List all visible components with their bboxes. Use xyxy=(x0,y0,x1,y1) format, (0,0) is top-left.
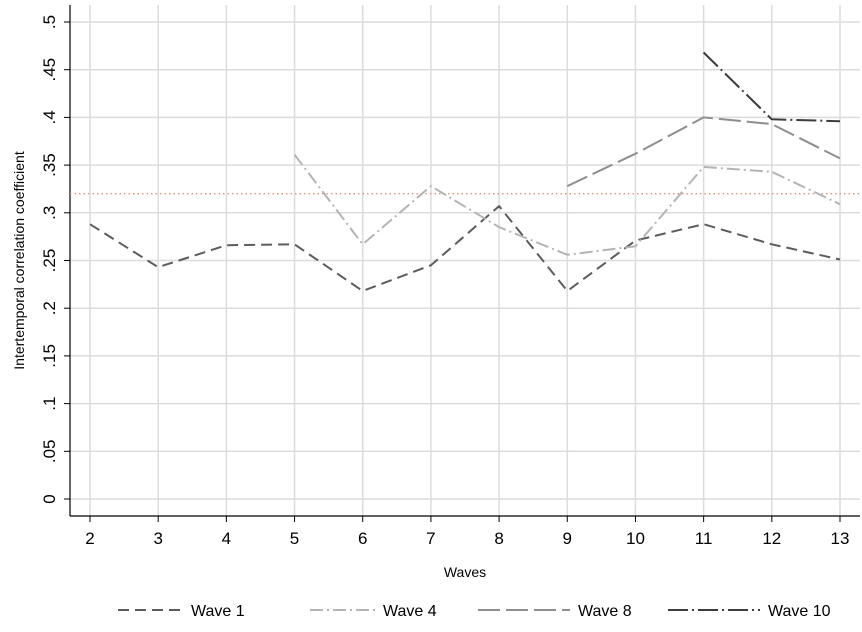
x-tick-label: 11 xyxy=(695,529,713,548)
y-tick-label: .5 xyxy=(40,15,59,29)
y-tick-label: .3 xyxy=(40,206,59,220)
x-tick-label: 5 xyxy=(290,529,299,548)
y-tick-label: .35 xyxy=(40,153,59,177)
legend-label: Wave 1 xyxy=(191,603,245,620)
series-line-wave-8 xyxy=(566,116,841,188)
y-tick-label: .4 xyxy=(40,110,59,124)
y-tick-label: .15 xyxy=(40,344,59,368)
x-tick-label: 8 xyxy=(494,529,503,548)
legend-label: Wave 10 xyxy=(768,603,831,620)
series-line-wave-4 xyxy=(293,153,841,256)
series-line-wave-1 xyxy=(89,205,841,292)
x-tick-label: 9 xyxy=(563,529,572,548)
x-axis-title: Waves xyxy=(444,564,486,580)
legend-label: Wave 8 xyxy=(578,603,632,620)
x-tick-label: 4 xyxy=(222,529,231,548)
y-tick-label: .1 xyxy=(40,397,59,411)
y-tick-label: .05 xyxy=(40,439,59,463)
y-tick-label: .25 xyxy=(40,249,59,273)
y-tick-label: .2 xyxy=(40,301,59,315)
x-tick-label: 6 xyxy=(358,529,367,548)
x-tick-label: 7 xyxy=(426,529,435,548)
x-tick-label: 13 xyxy=(831,529,850,548)
x-tick-label: 12 xyxy=(762,529,781,548)
y-tick-label: 0 xyxy=(40,494,59,503)
y-tick-label: .45 xyxy=(40,58,59,82)
series-line-wave-10 xyxy=(702,51,841,123)
x-tick-label: 10 xyxy=(626,529,645,548)
y-axis-title: Intertemporal correlation coefficient xyxy=(11,151,27,370)
legend-label: Wave 4 xyxy=(383,603,437,620)
x-tick-label: 3 xyxy=(153,529,162,548)
x-tick-label: 2 xyxy=(85,529,94,548)
